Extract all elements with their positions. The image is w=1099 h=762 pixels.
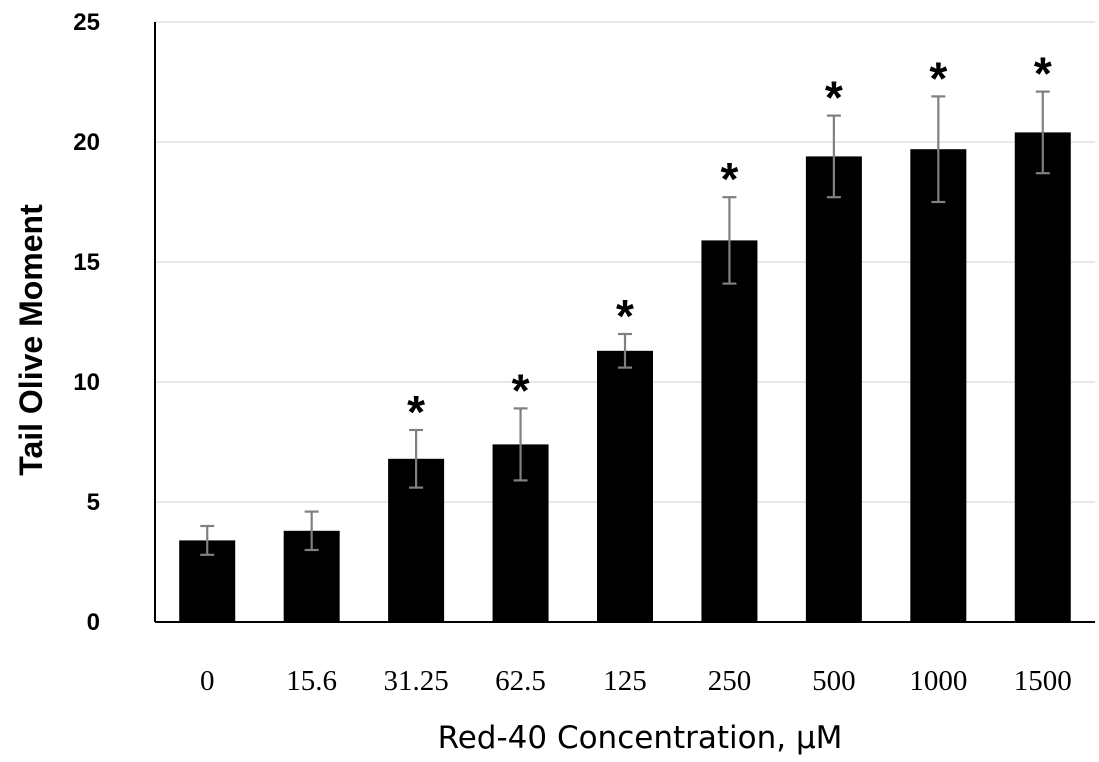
bars — [179, 132, 1071, 622]
y-tick-labels: 0 5 10 15 20 25 — [73, 9, 100, 636]
x-tick-label: 15.6 — [286, 665, 337, 697]
x-tick-label: 500 — [812, 665, 856, 697]
y-tick-label: 10 — [73, 369, 100, 396]
error-bar — [826, 114, 841, 199]
error-bar — [513, 407, 528, 482]
significance-asterisk: * — [929, 52, 947, 104]
significance-asterisk: * — [512, 364, 530, 416]
error-bar — [931, 95, 946, 204]
x-tick-label: 1500 — [1014, 665, 1072, 697]
x-axis-label: Red-40 Concentration, μM — [438, 720, 843, 756]
y-tick-label: 5 — [87, 489, 100, 516]
x-tick-label: 31.25 — [383, 665, 448, 697]
error-bar — [409, 428, 424, 489]
error-bar — [200, 524, 215, 556]
x-tick-label: 0 — [200, 665, 215, 697]
x-tick-label: 125 — [603, 665, 647, 697]
error-bars — [200, 90, 1050, 556]
x-tick-label: 250 — [708, 665, 752, 697]
significance-asterisk: * — [616, 290, 634, 342]
significance-markers: * * * * * * * — [407, 48, 1052, 438]
error-bar — [618, 332, 632, 369]
x-tick-label: 62.5 — [495, 665, 546, 697]
bar — [1014, 132, 1071, 622]
x-tick-labels: 0 15.6 31.25 62.5 125 250 500 1000 1500 — [200, 665, 1072, 697]
bar — [910, 149, 967, 622]
significance-asterisk: * — [407, 386, 425, 438]
x-tick-label: 1000 — [909, 665, 967, 697]
error-bar — [722, 196, 737, 285]
error-bar — [1035, 90, 1050, 175]
y-tick-label: 0 — [87, 609, 100, 636]
y-tick-label: 25 — [73, 9, 100, 36]
significance-asterisk: * — [1034, 48, 1052, 100]
significance-asterisk: * — [720, 153, 738, 205]
error-bar — [304, 510, 319, 552]
y-tick-label: 20 — [73, 129, 100, 156]
y-axis-label: Tail Olive Moment — [13, 204, 49, 476]
bar — [597, 350, 653, 622]
bar — [701, 240, 758, 622]
y-tick-label: 15 — [73, 249, 100, 276]
bar — [805, 156, 862, 622]
significance-asterisk: * — [825, 72, 843, 124]
